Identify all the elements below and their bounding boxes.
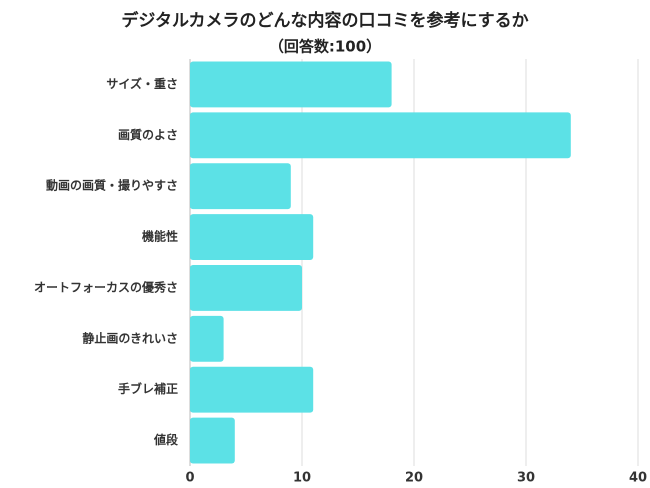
y-tick-label: 静止画のきれいさ bbox=[82, 330, 178, 345]
bar bbox=[190, 366, 314, 413]
y-tick-label: 値段 bbox=[153, 432, 179, 447]
bar bbox=[190, 214, 314, 260]
y-tick-label: 動画の画質・撮りやすさ bbox=[46, 178, 178, 193]
y-tick-label: サイズ・重さ bbox=[106, 76, 178, 91]
bar bbox=[190, 417, 235, 464]
y-tick-label: オートフォーカスの優秀さ bbox=[34, 279, 178, 294]
bar bbox=[190, 315, 224, 362]
x-tick-label: 0 bbox=[185, 471, 194, 486]
chart-title: デジタルカメラのどんな内容の口コミを参考にするか bbox=[121, 10, 528, 31]
y-tick-label: 画質のよさ bbox=[118, 127, 178, 142]
bar bbox=[190, 112, 571, 159]
x-tick-label: 20 bbox=[405, 471, 423, 486]
bar bbox=[190, 61, 392, 108]
x-tick-label: 30 bbox=[517, 471, 535, 486]
x-tick-label: 10 bbox=[293, 471, 311, 486]
y-tick-label: 機能性 bbox=[142, 229, 178, 244]
x-tick-label: 40 bbox=[629, 471, 647, 486]
y-tick-label: 手ブレ補正 bbox=[118, 381, 178, 396]
bar bbox=[190, 265, 302, 311]
bar bbox=[190, 163, 291, 210]
chart-subtitle: （回答数:100） bbox=[269, 38, 381, 56]
